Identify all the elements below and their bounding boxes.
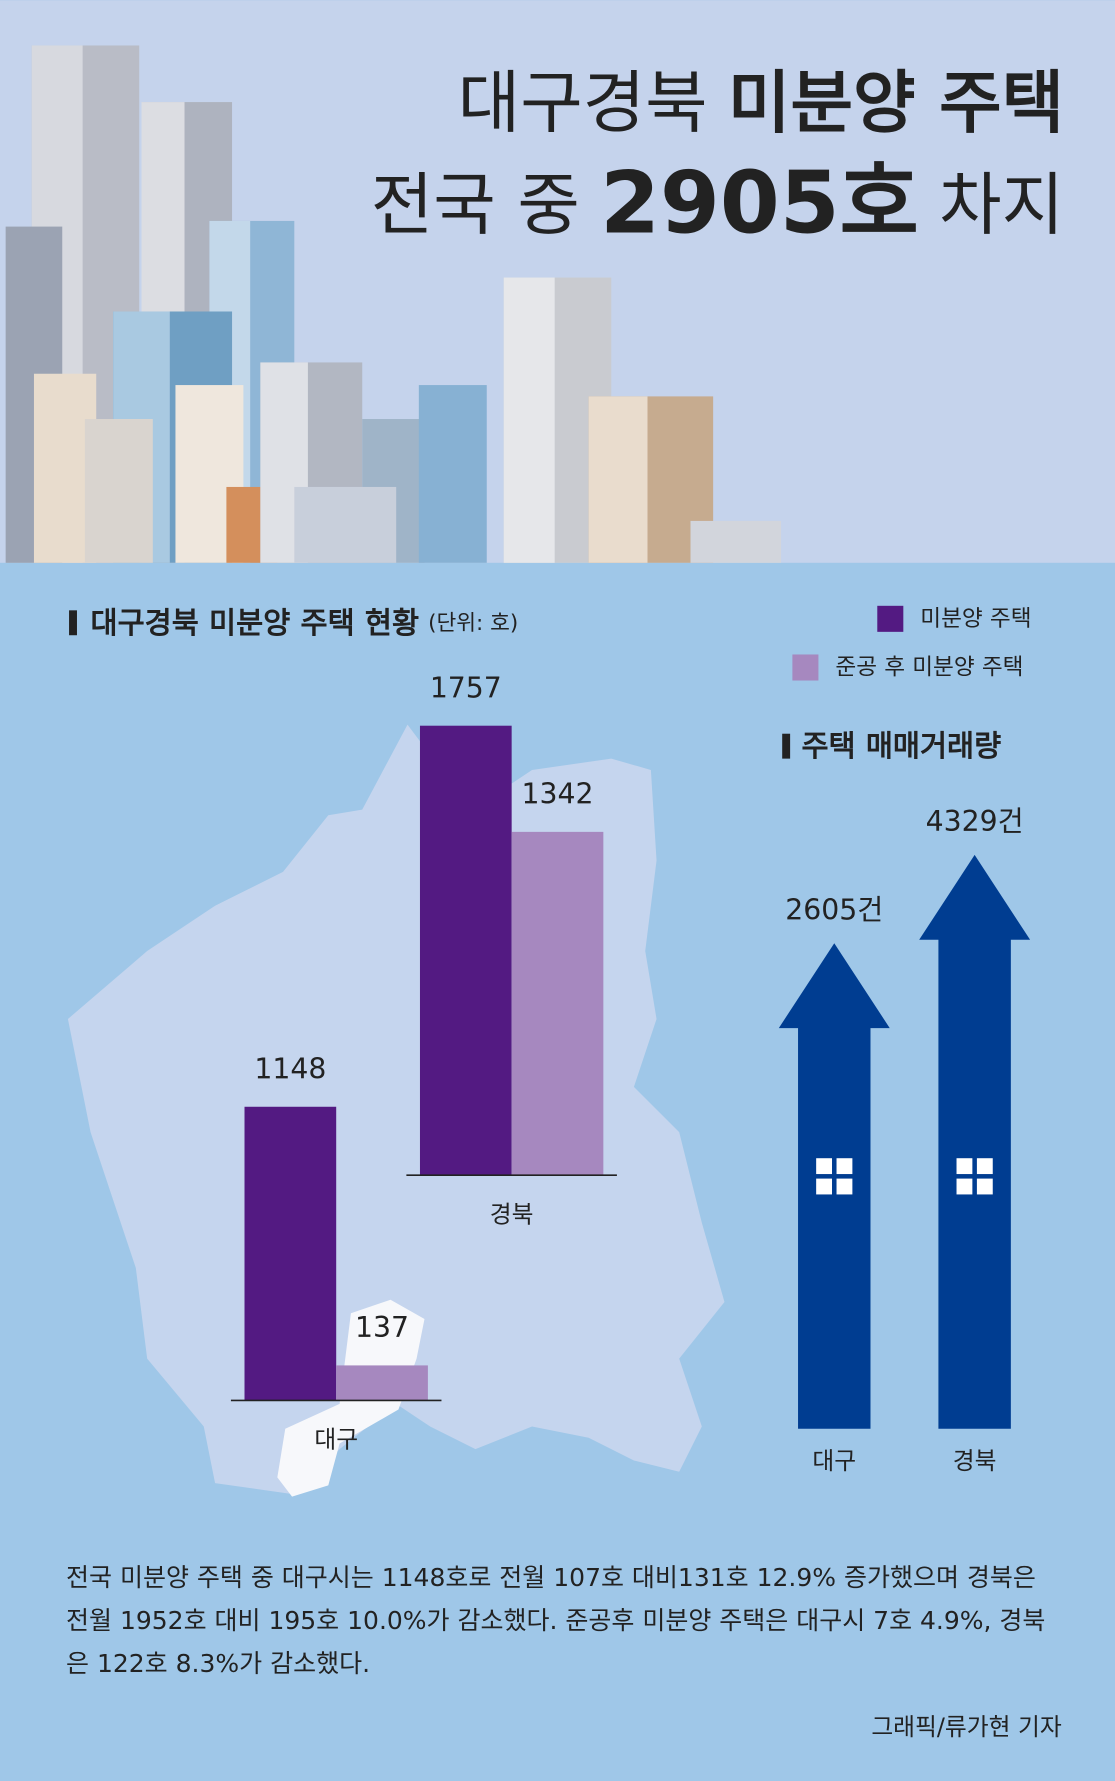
bar-value-label: 137: [355, 1311, 409, 1344]
bar: [511, 831, 604, 1176]
category-label: 대구: [812, 1447, 856, 1475]
city-illustration: [5, 45, 782, 563]
bar-value-label: 1148: [254, 1053, 326, 1086]
bar: [244, 1106, 337, 1401]
bar-value-label: 1757: [430, 671, 502, 704]
category-label: 경북: [490, 1200, 534, 1228]
credit: 그래픽/류가현 기자: [871, 1713, 1062, 1741]
window-icon: [816, 1178, 833, 1195]
bar: [336, 1365, 428, 1401]
window-icon: [956, 1158, 973, 1175]
title-light: 대구경북: [458, 64, 708, 143]
arrow: [919, 854, 1031, 1429]
bar-chart-title: 대구경북 미분양 주택 현황 (단위: 호): [91, 605, 519, 639]
legend-swatch: [877, 605, 904, 632]
bar-value-label: 1342: [522, 778, 594, 811]
body-text: 전국 미분양 주택 중 대구시는 1148호로 전월 107호 대비131호 1…: [66, 1563, 1046, 1678]
title-line-1: 대구경북 미분양 주택: [458, 64, 1064, 143]
title-bold: 2905호: [600, 154, 919, 254]
category-label: 대구: [314, 1426, 358, 1454]
window-icon: [836, 1178, 853, 1195]
title-bold: 미분양 주택: [728, 64, 1064, 143]
arrow-value-label: 2605건: [785, 893, 883, 926]
window-icon: [816, 1158, 833, 1175]
legend-swatch: [792, 654, 819, 681]
title-light: 전국 중: [371, 166, 580, 245]
legend-label: 미분양 주택: [920, 606, 1031, 632]
window-icon: [956, 1178, 973, 1195]
bar-chart-title-text: 대구경북 미분양 주택 현황: [91, 605, 419, 639]
window-icon: [976, 1178, 993, 1195]
window-icon: [976, 1158, 993, 1175]
title-line-2: 전국 중 2905호 차지: [371, 154, 1064, 254]
arrow-value-label: 4329건: [926, 805, 1024, 838]
legend-label: 준공 후 미분양 주택: [835, 655, 1023, 681]
section-marker: [782, 733, 791, 759]
bar-chart-unit: (단위: 호): [428, 611, 518, 636]
arrow: [778, 943, 890, 1429]
category-label: 경북: [953, 1447, 997, 1475]
bar: [419, 725, 512, 1176]
title-light: 차지: [939, 166, 1064, 245]
window-icon: [836, 1158, 853, 1175]
section-marker: [69, 610, 77, 636]
arrow-chart-title: 주택 매매거래량: [801, 729, 1001, 763]
